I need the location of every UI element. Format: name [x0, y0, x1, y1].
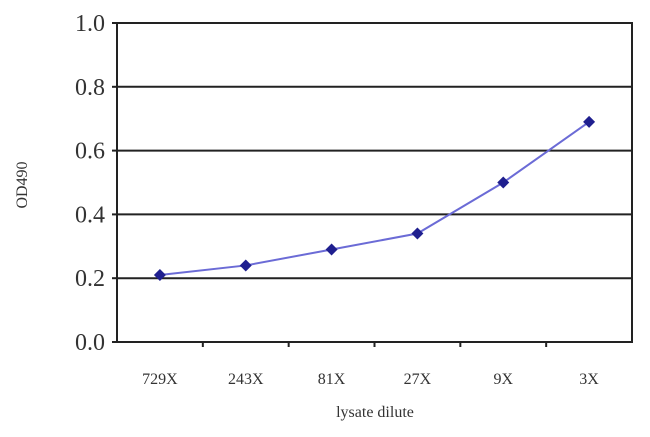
x-tick-label: 9X [493, 371, 513, 388]
x-tick-label: 3X [579, 371, 599, 388]
data-point-3X [583, 115, 596, 128]
x-tick-label: 729X [142, 371, 178, 388]
data-point-729X [153, 269, 166, 282]
series-line [159, 121, 590, 277]
data-point-243X [239, 259, 252, 272]
y-tick-label: 0.4 [75, 202, 105, 228]
x-axis-ticks: 729X 243X 81X 27X 9X 3X [142, 342, 599, 388]
y-tick-label: 0.8 [75, 75, 105, 101]
data-point-27X [411, 227, 424, 240]
plot-area-border [116, 22, 633, 343]
x-tick-label: 27X [404, 371, 432, 388]
y-axis-ticks: 0.0 0.2 0.4 0.6 0.8 1.0 [75, 11, 117, 356]
y-tick-label: 0.0 [75, 330, 105, 356]
y-tick-label: 0.6 [75, 139, 105, 165]
data-point-81X [325, 243, 338, 256]
x-tick-label: 81X [318, 371, 346, 388]
y-tick-label: 0.2 [75, 266, 105, 292]
series [153, 115, 596, 282]
y-axis-label: OD490 [14, 161, 31, 208]
x-tick-label: 243X [228, 371, 264, 388]
gridlines [117, 85, 632, 280]
x-axis-label: lysate dilute [336, 404, 414, 421]
y-tick-label: 1.0 [75, 11, 105, 37]
data-point-9X [497, 176, 510, 189]
